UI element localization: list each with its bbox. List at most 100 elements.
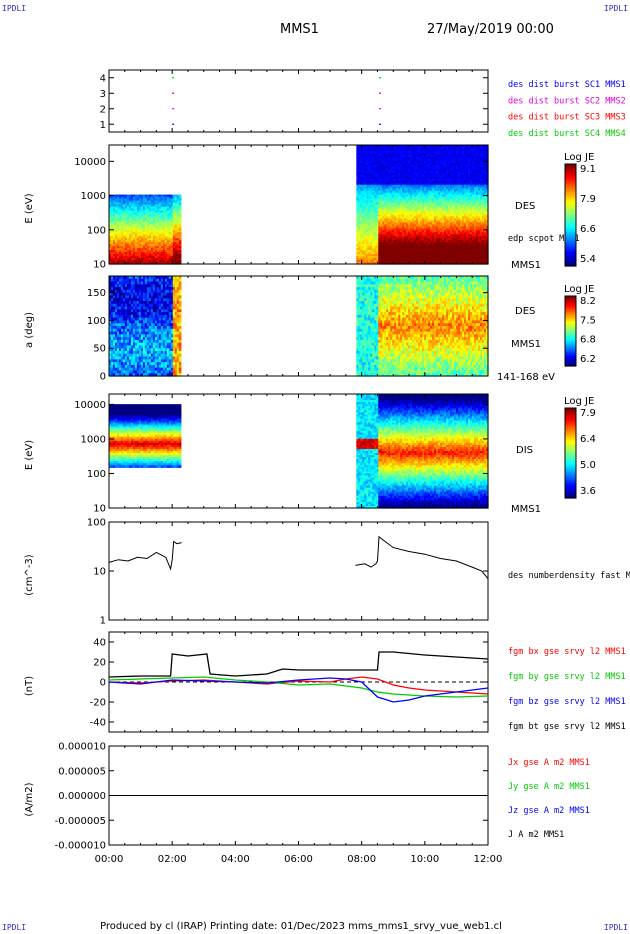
heatmap-cell: [430, 162, 433, 166]
heatmap-cell: [410, 176, 413, 180]
heatmap-cell: [122, 198, 126, 202]
heatmap-cell: [152, 254, 156, 257]
heatmap-cell: [438, 238, 441, 241]
heatmap-cell: [148, 262, 152, 265]
heatmap-cell: [464, 166, 467, 170]
heatmap-cell: [464, 212, 467, 216]
heatmap-cell: [394, 228, 397, 231]
heatmap-cell: [360, 212, 363, 216]
heatmap-cell: [380, 212, 383, 216]
heatmap-cell: [458, 158, 461, 162]
heatmap-cell: [470, 176, 473, 180]
heatmap-cell: [448, 250, 451, 253]
heatmap-cell: [420, 206, 423, 210]
heatmap-cell: [468, 184, 471, 188]
heatmap-cell: [444, 186, 447, 190]
heatmap-cell: [368, 234, 371, 237]
heatmap-cell: [118, 198, 122, 202]
heatmap-cell: [392, 236, 395, 239]
heatmap-cell: [372, 254, 375, 257]
heatmap-cell: [446, 222, 449, 225]
heatmap-cell: [172, 262, 176, 265]
heatmap-cell: [390, 218, 393, 221]
heatmap-cell: [450, 214, 453, 217]
heatmap-cell: [146, 194, 150, 198]
heatmap-cell: [472, 202, 475, 206]
heatmap-cell: [116, 244, 120, 247]
heatmap-cell: [148, 242, 152, 245]
heatmap-cell: [466, 176, 469, 180]
heatmap-cell: [140, 214, 144, 217]
heatmap-cell: [362, 154, 365, 158]
heatmap-cell: [112, 260, 116, 263]
heatmap-cell: [440, 250, 443, 253]
heatmap-cell: [166, 220, 170, 223]
heatmap-cell: [132, 218, 136, 221]
heatmap-cell: [462, 192, 465, 196]
heatmap-cell: [452, 216, 455, 219]
heatmap-cell: [408, 192, 411, 196]
heatmap-cell: [430, 244, 433, 247]
heatmap-cell: [408, 156, 411, 160]
heatmap-cell: [408, 226, 411, 229]
heatmap-cell: [432, 198, 435, 202]
heatmap-cell: [424, 248, 427, 251]
heatmap-cell: [434, 204, 437, 208]
heatmap-cell: [392, 252, 395, 255]
heatmap-cell: [466, 244, 469, 247]
heatmap-cell: [110, 216, 114, 219]
heatmap-cell: [422, 168, 425, 172]
heatmap-cell: [442, 208, 445, 212]
heatmap-cell: [134, 232, 138, 235]
heatmap-cell: [176, 206, 180, 210]
heatmap-cell: [126, 228, 130, 231]
heatmap-cell: [386, 170, 389, 174]
heatmap-cell: [466, 240, 469, 243]
heatmap-cell: [438, 188, 441, 192]
heatmap-cell: [366, 188, 369, 192]
heatmap-cell: [174, 202, 178, 206]
heatmap-cell: [174, 220, 178, 223]
heatmap-cell: [164, 206, 168, 210]
heatmap-cell: [432, 226, 435, 229]
heatmap-cell: [370, 228, 373, 231]
heatmap-cell: [468, 250, 471, 253]
des-energy-spectrogram: [109, 145, 489, 265]
heatmap-cell: [362, 216, 365, 219]
heatmap-cell: [472, 174, 475, 178]
heatmap-cell: [420, 214, 423, 217]
heatmap-cell: [166, 254, 170, 257]
heatmap-cell: [382, 244, 385, 247]
heatmap-cell: [476, 218, 479, 221]
heatmap-cell: [414, 176, 417, 180]
heatmap-cell: [160, 202, 164, 206]
heatmap-cell: [112, 238, 116, 241]
heatmap-cell: [424, 246, 427, 249]
heatmap-cell: [356, 224, 359, 227]
heatmap-cell: [160, 212, 164, 216]
heatmap-cell: [380, 160, 383, 164]
heatmap-cell: [176, 238, 180, 241]
heatmap-cell: [356, 244, 359, 247]
heatmap-cell: [360, 180, 363, 184]
heatmap-cell: [406, 194, 409, 198]
heatmap-cell: [386, 156, 389, 160]
heatmap-cell: [428, 252, 431, 255]
heatmap-cell: [162, 256, 166, 259]
heatmap-cell: [374, 178, 377, 182]
heatmap-cell: [458, 176, 461, 180]
heatmap-cell: [456, 145, 459, 148]
heatmap-cell: [372, 184, 375, 188]
heatmap-cell: [450, 184, 453, 188]
heatmap-cell: [420, 220, 423, 223]
heatmap-cell: [420, 228, 423, 231]
heatmap-cell: [360, 194, 363, 198]
heatmap-cell: [406, 154, 409, 158]
heatmap-cell: [138, 220, 142, 223]
heatmap-cell: [466, 162, 469, 166]
heatmap-cell: [114, 256, 118, 259]
heatmap-cell: [416, 182, 419, 186]
heatmap-cell: [370, 186, 373, 190]
heatmap-cell: [428, 236, 431, 239]
heatmap-cell: [120, 210, 124, 214]
